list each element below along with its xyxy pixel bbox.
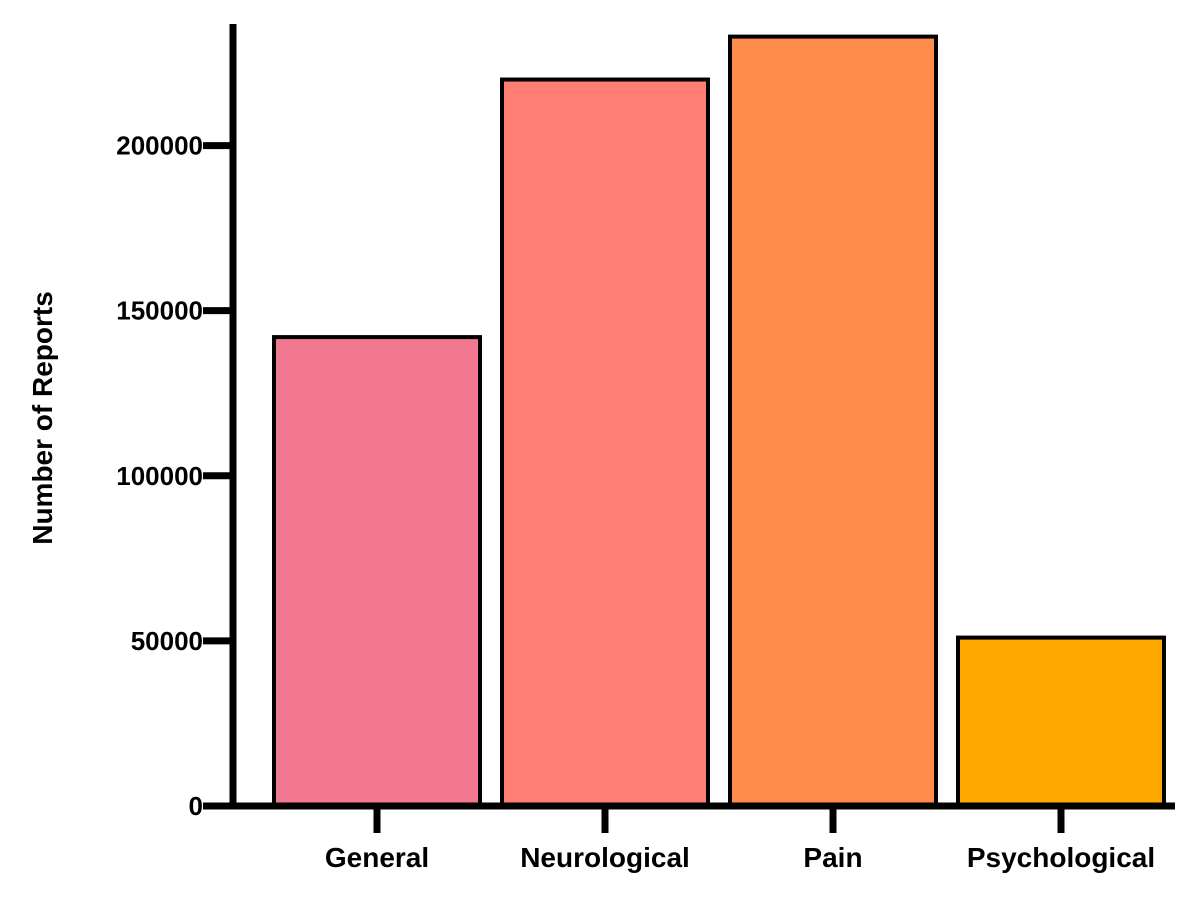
x-tick-label-general: General	[325, 842, 429, 873]
y-tick-label-0: 0	[189, 791, 203, 821]
bar-general	[272, 335, 482, 808]
labels-layer: General Neurological Pain Psychological 0 500…	[116, 131, 1155, 873]
axes-layer	[203, 24, 1175, 833]
x-tick-label-neurological: Neurological	[520, 842, 690, 873]
y-tick-label-200000: 200000	[116, 131, 203, 161]
y-tick-label-100000: 100000	[116, 461, 203, 491]
x-tick-label-pain: Pain	[803, 842, 862, 873]
bars-layer	[272, 34, 1166, 809]
y-tick-label-150000: 150000	[116, 296, 203, 326]
y-axis-title: Number of Reports	[27, 291, 58, 545]
bar-neurological	[500, 77, 710, 808]
bar-pain	[728, 34, 938, 809]
y-tick-label-50000: 50000	[131, 626, 203, 656]
bar-psychological	[956, 635, 1166, 808]
x-tick-label-psychological: Psychological	[967, 842, 1155, 873]
